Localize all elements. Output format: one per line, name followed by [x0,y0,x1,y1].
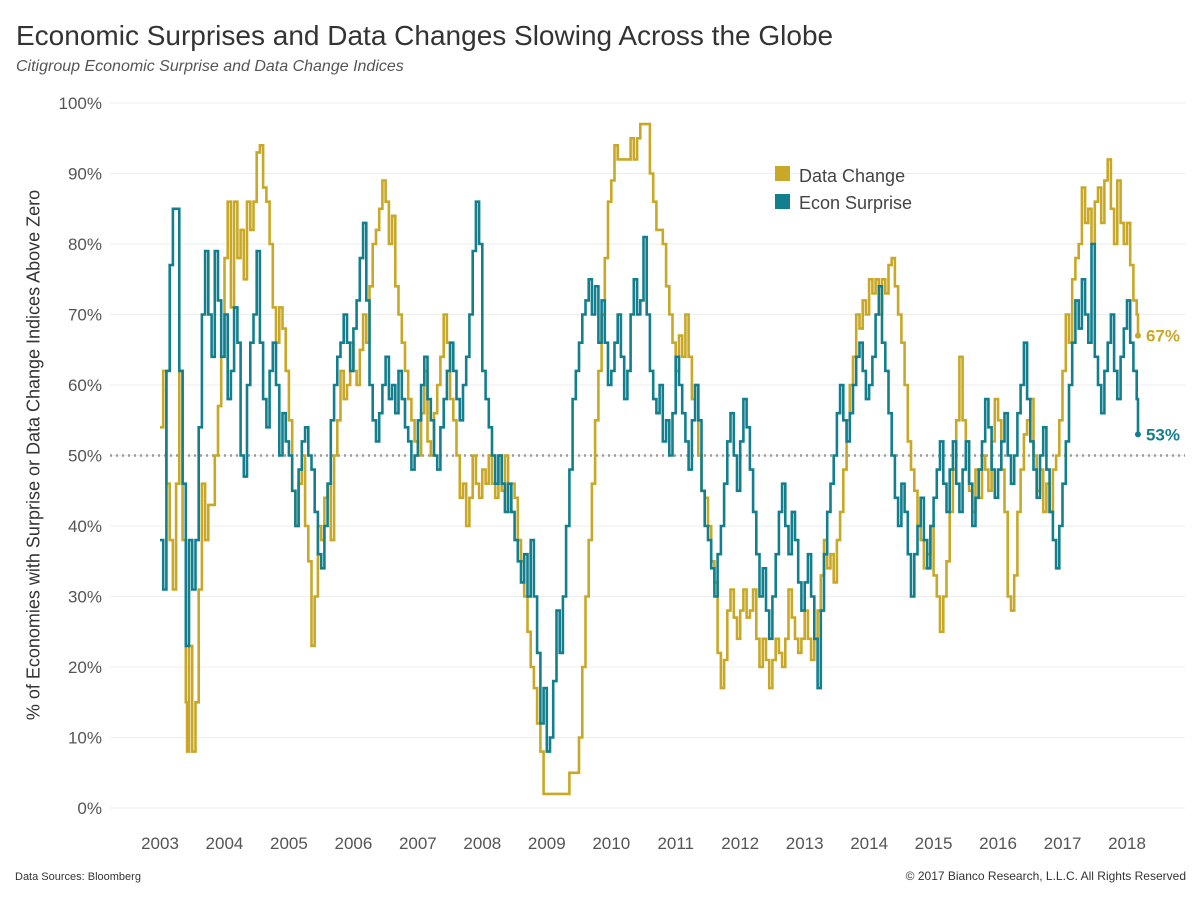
y-tick-label: 90% [68,165,102,184]
y-tick-labels: 0% 10% 20% 30% 40% 50% 60% 70% 80% 90% 100% [59,94,102,818]
legend-label-econ-surprise: Econ Surprise [799,193,912,213]
y-tick-label: 0% [77,799,102,818]
x-tick-label: 2018 [1108,834,1146,853]
end-markers: 67% 53% [1134,327,1180,444]
end-value-label: 67% [1146,327,1180,346]
legend-swatch-data-change [775,166,790,181]
chart-title: Economic Surprises and Data Changes Slow… [16,20,834,51]
x-tick-label: 2010 [592,834,630,853]
copyright-note: © 2017 Bianco Research, L.L.C. All Right… [905,869,1186,883]
y-tick-label: 40% [68,517,102,536]
legend-swatch-econ-surprise [775,194,790,209]
x-tick-label: 2009 [528,834,566,853]
y-tick-label: 80% [68,235,102,254]
chart-subtitle: Citigroup Economic Surprise and Data Cha… [16,58,404,75]
x-tick-label: 2014 [850,834,888,853]
x-tick-label: 2012 [721,834,759,853]
x-tick-label: 2008 [463,834,501,853]
y-tick-label: 60% [68,376,102,395]
x-tick-label: 2003 [141,834,179,853]
y-tick-label: 10% [68,729,102,748]
data-source-note: Data Sources: Bloomberg [15,871,141,883]
y-tick-label: 50% [68,447,102,466]
x-tick-labels: 2003 2004 2005 2006 2007 2008 2009 2010 2011 2012… [141,834,1146,853]
end-point-marker [1134,332,1141,339]
legend-label-data-change: Data Change [799,166,905,186]
x-tick-label: 2011 [657,834,694,853]
legend: Data Change Econ Surprise [775,166,912,213]
y-tick-label: 100% [59,94,102,113]
series-line-econ-surprise [160,200,1140,753]
y-tick-label: 30% [68,588,102,607]
y-tick-label: 20% [68,658,102,677]
x-tick-label: 2017 [1044,834,1082,853]
end-value-label: 53% [1146,425,1180,444]
x-tick-label: 2004 [206,834,244,853]
x-tick-label: 2007 [399,834,437,853]
end-point-marker [1134,431,1141,438]
x-tick-label: 2013 [786,834,824,853]
series-lines [160,122,1140,796]
x-tick-label: 2005 [270,834,308,853]
x-tick-label: 2015 [915,834,953,853]
y-tick-label: 70% [68,306,102,325]
x-tick-label: 2006 [334,834,372,853]
x-tick-label: 2016 [979,834,1017,853]
